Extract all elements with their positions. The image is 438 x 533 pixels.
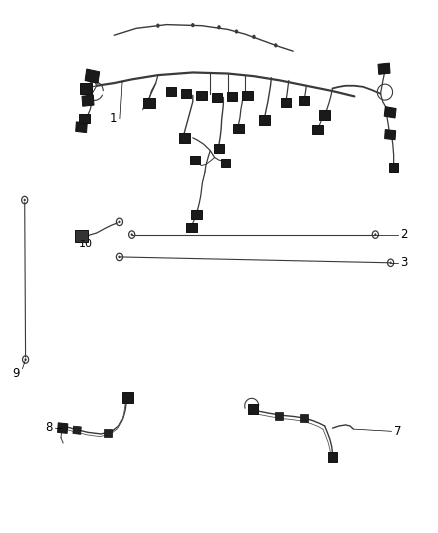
Bar — [166, 86, 176, 95]
Bar — [212, 93, 222, 102]
Bar — [104, 429, 112, 437]
Circle shape — [252, 35, 256, 39]
Bar — [196, 91, 207, 100]
Bar — [385, 130, 396, 140]
Circle shape — [217, 25, 221, 29]
Text: 10: 10 — [79, 239, 93, 249]
Bar — [328, 452, 337, 462]
Bar — [319, 110, 330, 120]
Bar — [299, 96, 309, 105]
Bar — [191, 210, 201, 219]
Bar — [57, 423, 68, 433]
Bar — [122, 392, 133, 402]
Bar — [80, 83, 92, 94]
Bar — [259, 115, 270, 125]
Bar — [389, 164, 399, 172]
Text: 1: 1 — [110, 112, 117, 125]
Bar — [181, 89, 191, 98]
Circle shape — [191, 23, 194, 27]
Bar — [75, 230, 88, 241]
Bar — [281, 98, 291, 107]
Bar — [248, 403, 258, 414]
Bar — [144, 98, 155, 108]
Circle shape — [24, 199, 26, 201]
Bar — [186, 223, 197, 232]
Text: 3: 3 — [400, 256, 408, 269]
Circle shape — [374, 233, 376, 236]
Circle shape — [274, 43, 278, 47]
Text: 7: 7 — [394, 425, 401, 438]
Bar — [73, 426, 81, 434]
Circle shape — [389, 262, 392, 264]
Circle shape — [118, 221, 120, 223]
Bar — [276, 412, 283, 419]
Bar — [300, 414, 308, 422]
Bar — [233, 124, 244, 133]
Bar — [384, 107, 396, 118]
Bar — [85, 69, 100, 83]
Bar — [179, 133, 190, 143]
Circle shape — [131, 233, 133, 236]
Bar — [76, 122, 87, 133]
Bar — [82, 95, 94, 106]
Text: 2: 2 — [400, 228, 408, 241]
Bar — [190, 156, 200, 165]
Bar — [79, 114, 90, 123]
Bar — [221, 159, 230, 167]
Circle shape — [25, 358, 27, 361]
Bar — [214, 144, 224, 154]
Circle shape — [235, 29, 238, 34]
Text: 9: 9 — [12, 367, 20, 381]
Bar — [378, 63, 390, 75]
Bar — [227, 92, 237, 101]
Circle shape — [156, 23, 159, 28]
Bar — [242, 91, 253, 100]
Bar — [312, 125, 323, 134]
Circle shape — [118, 256, 120, 258]
Text: 8: 8 — [45, 421, 52, 434]
